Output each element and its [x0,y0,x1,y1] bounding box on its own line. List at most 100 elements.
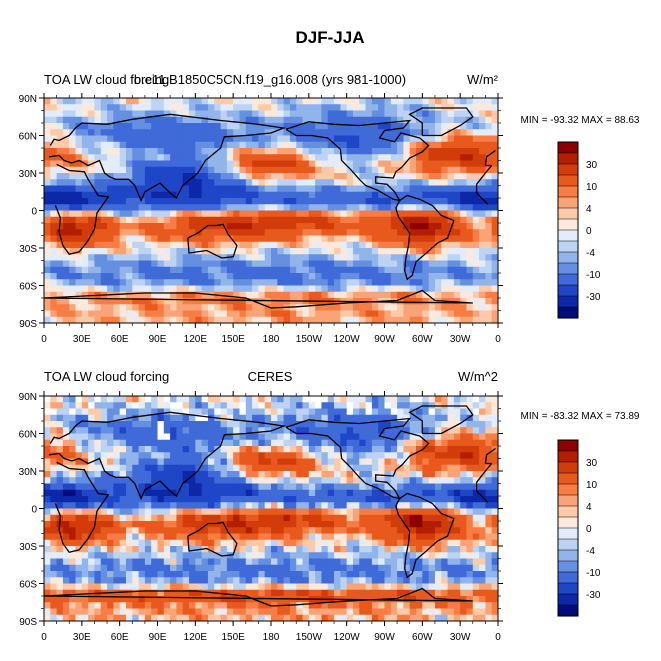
lon-tick-label: 120W [334,632,361,643]
map-axes: 0 30E 60E 90E 120E 150E 180 150W 120W 90W 60W 30W 09… [19,391,503,643]
lon-tick-label: 120E [184,632,208,643]
colorbar-label: 0 [586,524,592,535]
colorbar-swatch [557,483,579,496]
colorbar-swatch [557,218,579,231]
colorbar-swatch [557,284,579,297]
lon-tick-label: 30W [450,334,471,345]
colorbar-swatch [557,494,579,507]
colorbar-swatch [557,582,579,595]
panel-units: W/m² [467,72,499,87]
lon-tick-label: 120E [184,334,208,345]
lat-tick-label: 60S [19,580,37,591]
lon-tick-label: 90E [149,334,167,345]
panel-left-title: TOA LW cloud forcing [44,369,169,384]
lon-tick-label: 0 [41,632,47,643]
colorbar-label: 10 [586,480,598,491]
cloud-forcing-field [44,396,498,621]
colorbar-swatch [557,229,579,242]
colorbar-swatch [557,604,579,617]
panel-stats: MIN = -83.32 MAX = 73.89 [521,411,640,422]
lat-tick-label: 60S [19,282,37,293]
lat-tick-label: 60N [19,430,37,441]
panel-units: W/m^2 [458,369,498,384]
colorbar-swatch [557,571,579,584]
lon-tick-label: 0 [495,632,501,643]
colorbar-swatch [557,273,579,286]
colorbar-swatch [557,295,579,308]
lat-tick-label: 0 [31,207,37,218]
lon-tick-label: 150W [296,334,323,345]
lat-tick-label: 30S [19,542,37,553]
colorbar-swatch [557,472,579,485]
colorbar-swatch [557,174,579,187]
lon-tick-label: 30W [450,632,471,643]
lon-tick-label: 90W [374,632,395,643]
coastlines [44,405,496,607]
lon-tick-label: 60E [111,632,129,643]
colorbar-swatch [557,251,579,264]
colorbar-label: -4 [586,546,595,557]
colorbar-label: 4 [586,502,592,513]
colorbar-label: 30 [586,160,598,171]
colorbar-swatch [557,538,579,551]
colorbar-swatch [557,516,579,529]
colorbar-label: 30 [586,458,598,469]
panel-center-title: b.e11.B1850C5CN.f19_g16.008 (yrs 981-100… [134,72,406,87]
lon-tick-label: 180 [263,334,280,345]
panel-stats: MIN = -93.32 MAX = 88.63 [521,115,640,126]
colorbar-swatch [557,450,579,463]
lon-tick-label: 150E [221,334,245,345]
panel-center-title: CERES [248,369,293,384]
lat-tick-label: 30N [19,467,37,478]
colorbar-swatch [557,505,579,518]
colorbar-swatch [557,207,579,220]
colorbar-label: 4 [586,204,592,215]
lat-tick-label: 90S [19,319,37,330]
lon-tick-label: 150E [221,632,245,643]
lat-tick-label: 90S [19,617,37,628]
lon-tick-label: 90W [374,334,395,345]
lon-tick-label: 150W [296,632,323,643]
colorbar-swatch [557,549,579,562]
colorbar-label: 0 [586,226,592,237]
ceres-map: 0 30E 60E 90E 120E 150E 180 150W 120W 90W 60W 30W 09… [19,391,503,643]
colorbar-swatch [557,163,579,176]
lat-tick-label: 30N [19,169,37,180]
colorbar-swatch [557,152,579,165]
lon-tick-label: 60E [111,334,129,345]
colorbar-swatch [557,196,579,209]
colorbar-label: -4 [586,248,595,259]
lon-tick-label: 30E [73,334,91,345]
lon-tick-label: 0 [41,334,47,345]
colorbar-swatch [557,185,579,198]
colorbar-label: -10 [586,270,601,281]
lon-tick-label: 60W [412,334,433,345]
coastlines [44,107,496,309]
model-panel: TOA LW cloud forcing b.e11.B1850C5CN.f19… [19,72,640,345]
lon-tick-label: 120W [334,334,361,345]
lat-tick-label: 90N [19,94,37,105]
lat-tick-label: 0 [31,505,37,516]
ceres-colorbar: 30 10 4 0 -4 -10 -30 [557,439,601,617]
cloud-forcing-field [44,98,498,323]
colorbar-swatch [557,439,579,452]
colorbar-label: -10 [586,568,601,579]
lon-tick-label: 30E [73,632,91,643]
colorbar-swatch [557,527,579,540]
lon-tick-label: 180 [263,632,280,643]
model-map: 0 30E 60E 90E 120E 150E 180 150W 120W 90W 60W 30W 09… [19,93,503,345]
lon-tick-label: 90E [149,632,167,643]
figure-title: DJF-JJA [296,28,365,47]
model-colorbar: 30 10 4 0 -4 -10 -30 [557,141,601,319]
colorbar-swatch [557,262,579,275]
colorbar-label: -30 [586,292,601,303]
lon-tick-label: 60W [412,632,433,643]
colorbar-swatch [557,240,579,253]
lon-tick-label: 0 [495,334,501,345]
panel-left-title: TOA LW cloud forcing [44,72,169,87]
map-axes: 0 30E 60E 90E 120E 150E 180 150W 120W 90W 60W 30W 09… [19,93,503,345]
lat-tick-label: 90N [19,392,37,403]
colorbar-swatch [557,306,579,319]
colorbar-swatch [557,141,579,154]
